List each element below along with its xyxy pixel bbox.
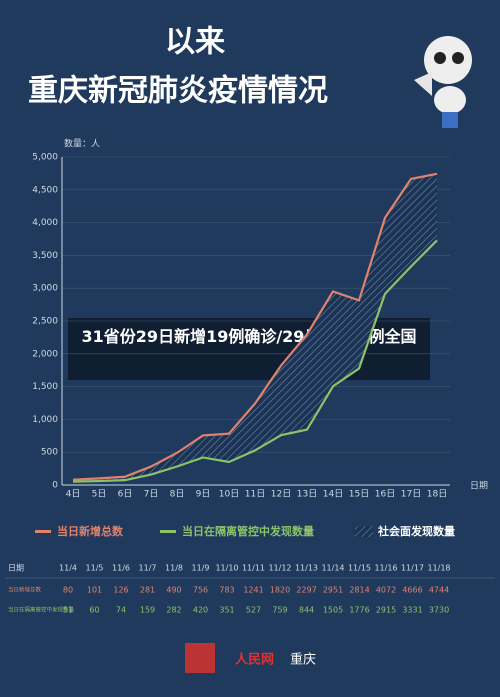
table-cell: 490 — [166, 586, 181, 595]
x-tick-label: 11日 — [245, 489, 265, 500]
table-cell: 2297 — [296, 586, 316, 595]
table-date: 11/18 — [427, 564, 450, 573]
table-cell: 2951 — [323, 586, 343, 595]
table-cell: 844 — [299, 606, 314, 615]
y-tick-label: 0 — [52, 481, 58, 491]
y-tick-label: 4,500 — [32, 185, 58, 195]
legend-swatch — [355, 526, 373, 537]
table-date: 11/6 — [112, 564, 130, 573]
title: 重庆新冠肺炎疫情情况 — [28, 74, 328, 109]
x-tick-label: 13日 — [297, 489, 317, 500]
x-tick-label: 6日 — [118, 489, 133, 500]
table-cell: 756 — [193, 586, 208, 595]
line — [72, 239, 438, 483]
legend-label: 社会面发现数量 — [377, 524, 455, 538]
table-cell: 126 — [113, 586, 128, 595]
table-cell: 1241 — [243, 586, 263, 595]
subtitle: 以来 — [165, 25, 225, 60]
table-cell: 1505 — [323, 606, 343, 615]
table-date: 11/8 — [165, 564, 183, 573]
x-tick-label: 18日 — [427, 489, 447, 500]
legend-swatch — [35, 530, 51, 533]
table-cell: 4744 — [429, 586, 449, 595]
table-cell: 420 — [193, 606, 208, 615]
table-date: 11/16 — [374, 564, 397, 573]
table-date: 11/14 — [321, 564, 344, 573]
x-axis-label: 日期 — [470, 481, 488, 492]
table-date: 11/7 — [139, 564, 157, 573]
table-cell: 3331 — [402, 606, 422, 615]
caption-text: 31省份29日新增19例确诊/29日新增病例全国 — [81, 327, 417, 346]
table-date: 11/12 — [268, 564, 291, 573]
table-cell: 527 — [246, 606, 261, 615]
x-tick-label: 15日 — [349, 489, 369, 500]
table-cell: 281 — [140, 586, 155, 595]
footer-city: 重庆 — [290, 652, 316, 668]
line — [72, 172, 438, 481]
table-cell: 51 — [63, 606, 73, 615]
table-date: 11/9 — [192, 564, 210, 573]
table-cell: 74 — [116, 606, 126, 615]
table-date: 11/17 — [401, 564, 424, 573]
table-date: 11/5 — [86, 564, 104, 573]
social-area — [73, 173, 437, 482]
y-tick-label: 1,000 — [32, 415, 58, 425]
footer-source: 人民网 — [235, 652, 274, 668]
y-tick-label: 3,000 — [32, 284, 58, 294]
x-tick-label: 17日 — [401, 489, 421, 500]
mascot — [414, 36, 472, 128]
y-tick-label: 5,000 — [32, 153, 58, 163]
y-axis-label: 数量：人 — [64, 138, 100, 150]
y-tick-label: 500 — [41, 448, 58, 458]
y-tick-label: 4,000 — [32, 218, 58, 228]
x-tick-label: 4日 — [66, 489, 81, 500]
table-cell: 3730 — [429, 606, 449, 615]
table-cell: 101 — [87, 586, 102, 595]
x-tick-label: 10日 — [219, 489, 239, 500]
table-cell: 60 — [89, 606, 99, 615]
table-cell: 2814 — [349, 586, 369, 595]
table-date: 11/13 — [295, 564, 318, 573]
table-cell: 1776 — [349, 606, 369, 615]
caption: 31省份29日新增19例确诊/29日新增病例全国 — [81, 327, 417, 346]
x-tick-label: 5日 — [92, 489, 107, 500]
table-row-label: 当日在隔离管控中发现数量 — [8, 606, 75, 614]
table-cell: 159 — [140, 606, 155, 615]
table-header: 日期 — [8, 564, 24, 573]
table-date: 11/11 — [242, 564, 265, 573]
table-cell: 4666 — [402, 586, 422, 595]
legend-label: 当日在隔离管控中发现数量 — [182, 524, 314, 538]
x-tick-label: 14日 — [323, 489, 343, 500]
table-cell: 351 — [219, 606, 234, 615]
y-tick-label: 3,500 — [32, 251, 58, 261]
x-tick-label: 12日 — [271, 489, 291, 500]
legend-label: 当日新增总数 — [57, 524, 124, 538]
x-tick-label: 7日 — [144, 489, 159, 500]
table-date: 11/4 — [59, 564, 77, 573]
table-date: 11/15 — [348, 564, 371, 573]
logo — [185, 643, 215, 673]
x-tick-label: 9日 — [196, 489, 211, 500]
y-tick-label: 2,500 — [32, 317, 58, 327]
table-cell: 282 — [166, 606, 181, 615]
y-tick-label: 2,000 — [32, 349, 58, 359]
y-tick-label: 1,500 — [32, 382, 58, 392]
x-tick-label: 16日 — [375, 489, 395, 500]
table-date: 11/10 — [215, 564, 238, 573]
table-cell: 1820 — [270, 586, 290, 595]
table-cell: 2915 — [376, 606, 396, 615]
table-cell: 4072 — [376, 586, 396, 595]
table-row-label: 当日新增总数 — [8, 586, 42, 594]
table-cell: 80 — [63, 586, 73, 595]
table-cell: 783 — [219, 586, 234, 595]
x-tick-label: 8日 — [170, 489, 185, 500]
legend-swatch — [160, 530, 176, 533]
table-cell: 759 — [272, 606, 287, 615]
